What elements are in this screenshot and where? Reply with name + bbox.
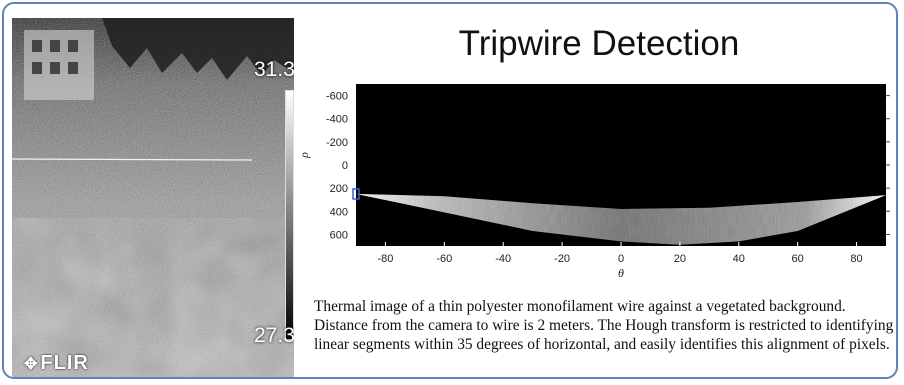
y-tick-label: -600 xyxy=(326,91,348,103)
flir-logo-icon: ✥ xyxy=(24,356,39,373)
x-tick-label: -40 xyxy=(495,253,511,265)
flir-logo: ✥ FLIR xyxy=(24,352,89,375)
thermal-image: 31.3 27.3 ✥ FLIR xyxy=(12,18,294,377)
peak-marker xyxy=(352,188,360,200)
slide-frame: 31.3 27.3 ✥ FLIR Tripwire Detection - xyxy=(2,2,898,379)
x-tick-label: 20 xyxy=(674,253,686,265)
y-tick-label: 0 xyxy=(342,160,348,172)
temperature-scale-bar xyxy=(285,90,294,340)
x-tick-label: 0 xyxy=(618,253,624,265)
temperature-max-label: 31.3 xyxy=(254,58,294,81)
y-tick-label: 200 xyxy=(330,183,348,195)
y-tick-label: -400 xyxy=(326,114,348,126)
y-tick-label: 600 xyxy=(330,229,348,241)
x-tick-label: 80 xyxy=(850,253,862,265)
slide-title: Tripwire Detection xyxy=(458,24,740,63)
x-tick-label: -60 xyxy=(436,253,452,265)
hough-transform-chart: -80 -60 -40 -20 0 20 40 60 80 -600-400-200020040… xyxy=(297,84,890,280)
x-tick-label: -20 xyxy=(554,253,570,265)
y-axis-label: ρ xyxy=(297,152,311,159)
y-tick-label: 400 xyxy=(330,206,348,218)
x-tick-label: 40 xyxy=(733,253,745,265)
x-tick-label: -80 xyxy=(377,253,393,265)
slide-caption: Thermal image of a thin polyester monofi… xyxy=(314,298,894,353)
tripwire-line xyxy=(12,158,253,161)
x-tick-label: 60 xyxy=(792,253,804,265)
x-axis-label: θ xyxy=(618,266,624,280)
flir-logo-text: FLIR xyxy=(40,352,89,374)
y-tick-label: -200 xyxy=(326,137,348,149)
temperature-min-label: 27.3 xyxy=(254,324,294,347)
thermal-texture xyxy=(12,18,294,377)
